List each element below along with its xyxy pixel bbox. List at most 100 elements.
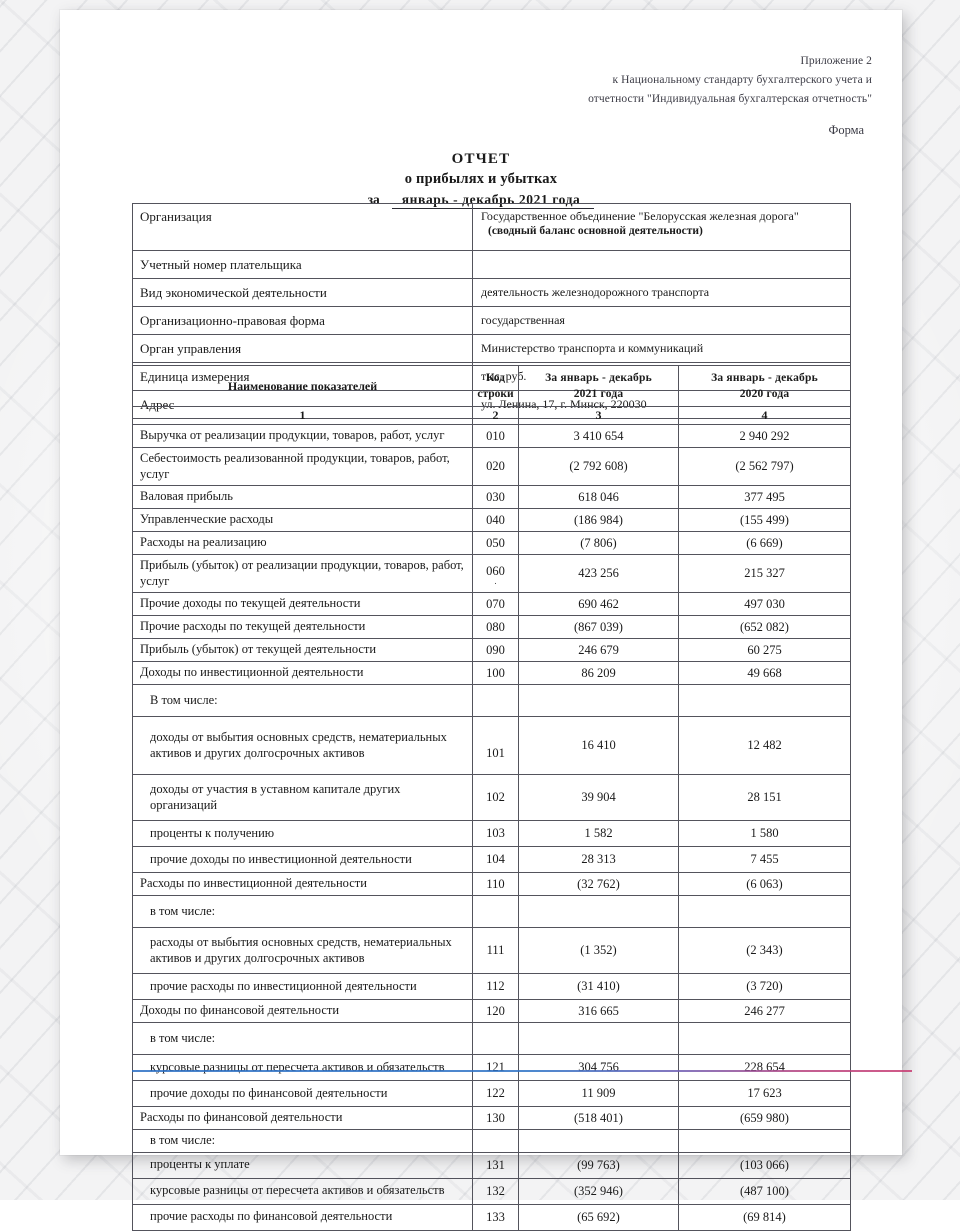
row-code: 131 — [472, 1151, 519, 1179]
row-indicator-name: Себестоимость реализованной продукции, т… — [132, 447, 473, 486]
row-value-2021: (867 039) — [518, 615, 679, 639]
table-row: Валовая прибыль 030 618 046 377 495 — [132, 485, 851, 509]
table-row: проценты к уплате 131 (99 763) (103 066) — [132, 1151, 851, 1179]
row-value-2021: (99 763) — [518, 1151, 679, 1179]
table-row: курсовые разницы от пересчета активов и … — [132, 1177, 851, 1205]
row-code: 104 — [472, 846, 519, 873]
table-row: В том числе: — [132, 684, 851, 717]
row-value-2021: (32 762) — [518, 872, 679, 896]
info-row: Учетный номер плательщика — [132, 250, 851, 279]
info-row: Орган управления Министерство транспорта … — [132, 334, 851, 363]
table-row: Доходы по инвестиционной деятельности 100… — [132, 661, 851, 685]
row-code: 080 — [472, 615, 519, 639]
row-code: 030 — [472, 485, 519, 509]
document-title-block: ОТЧЕТ о прибылях и убытках за январь - де… — [60, 150, 902, 210]
row-value-2021: 1 582 — [518, 820, 679, 847]
row-value-2020: 1 580 — [678, 820, 851, 847]
row-indicator-name: доходы от участия в уставном капитале др… — [132, 774, 473, 821]
table-row: Прибыль (убыток) от реализации продукции… — [132, 554, 851, 593]
table-row: расходы от выбытия основных средств, нем… — [132, 927, 851, 974]
header-code-line1: Код — [485, 372, 505, 384]
info-row-value: Министерство транспорта и коммуникаций — [472, 334, 851, 363]
row-code: 110 — [472, 872, 519, 896]
column-number-4: 4 — [678, 406, 851, 425]
row-value-2020: 28 151 — [678, 774, 851, 821]
stray-dot-artifact: . — [494, 576, 497, 586]
table-row: прочие расходы по инвестиционной деятель… — [132, 973, 851, 1000]
table-row: в том числе: — [132, 895, 851, 928]
info-row-value: государственная — [472, 306, 851, 335]
row-indicator-name: проценты к получению — [132, 820, 473, 847]
row-code — [472, 1129, 519, 1153]
row-indicator-name: прочие доходы по финансовой деятельности — [132, 1080, 473, 1107]
row-value-2021: 304 756 — [518, 1054, 679, 1081]
row-code: 120 — [472, 999, 519, 1023]
row-code: 101 — [472, 716, 519, 775]
row-indicator-name: Валовая прибыль — [132, 485, 473, 509]
table-header-row: Наименование показателей Код строки За я… — [132, 365, 851, 407]
row-code — [472, 895, 519, 928]
row-indicator-name: проценты к уплате — [132, 1151, 473, 1179]
row-code: 090 — [472, 638, 519, 662]
info-row-label: Учетный номер плательщика — [132, 250, 473, 279]
row-indicator-name: Доходы по финансовой деятельности — [132, 999, 473, 1023]
info-value-line-1: государственная — [481, 313, 565, 327]
table-row: прочие доходы по финансовой деятельности… — [132, 1080, 851, 1107]
row-value-2021: (352 946) — [518, 1177, 679, 1205]
header-2021-line2: 2021 года — [573, 388, 624, 400]
row-value-2020: 215 327 — [678, 554, 851, 593]
table-header: Наименование показателей Код строки За я… — [132, 365, 851, 425]
row-value-2021: (1 352) — [518, 927, 679, 974]
form-label: Форма — [828, 123, 864, 137]
row-code: 060. — [472, 554, 519, 593]
row-code: 133 — [472, 1203, 519, 1231]
row-value-2020: (2 343) — [678, 927, 851, 974]
row-value-2021 — [518, 1129, 679, 1153]
appendix-line-3: отчетности "Индивидуальная бухгалтерская… — [588, 93, 872, 105]
appendix-line-2: к Национальному стандарту бухгалтерского… — [612, 74, 872, 86]
table-row: прочие расходы по финансовой деятельност… — [132, 1203, 851, 1231]
document-page: Приложение 2 к Национальному стандарту б… — [60, 10, 912, 1231]
row-indicator-name: Выручка от реализации продукции, товаров… — [132, 424, 473, 448]
row-value-2020 — [678, 895, 851, 928]
row-value-2020: 228 654 — [678, 1054, 851, 1081]
row-value-2020: (69 814) — [678, 1203, 851, 1231]
row-value-2020 — [678, 1022, 851, 1055]
page-subtitle: о прибылях и убытках — [404, 171, 558, 187]
row-value-2021: 246 679 — [518, 638, 679, 662]
row-value-2021 — [518, 684, 679, 717]
row-code: 102 — [472, 774, 519, 821]
row-indicator-name: Доходы по инвестиционной деятельности — [132, 661, 473, 685]
column-number-1: 1 — [132, 406, 473, 425]
column-number-2: 2 — [472, 406, 519, 425]
row-code: 100 — [472, 661, 519, 685]
header-period-2020: За январь - декабрь 2020 года — [678, 365, 851, 407]
table-row: доходы от выбытия основных средств, нема… — [132, 716, 851, 775]
row-code: 070 — [472, 592, 519, 616]
table-row: Выручка от реализации продукции, товаров… — [132, 424, 851, 448]
info-row-value: деятельность железнодорожного транспорта — [472, 278, 851, 307]
table-row: прочие доходы по инвестиционной деятельн… — [132, 846, 851, 873]
row-indicator-name: прочие доходы по инвестиционной деятельн… — [132, 846, 473, 873]
row-indicator-name: в том числе: — [132, 1022, 473, 1055]
header-row-code: Код строки — [472, 365, 519, 407]
row-code: 121 — [472, 1054, 519, 1081]
row-value-2021: 28 313 — [518, 846, 679, 873]
row-value-2020: (652 082) — [678, 615, 851, 639]
row-value-2020: 12 482 — [678, 716, 851, 775]
info-row-value: Государственное объединение "Белорусская… — [472, 203, 851, 251]
row-value-2021: (2 792 608) — [518, 447, 679, 486]
row-value-2020: (487 100) — [678, 1177, 851, 1205]
table-row: Управленческие расходы 040 (186 984) (155 4… — [132, 508, 851, 532]
info-value-line-1: Государственное объединение "Белорусская… — [481, 209, 799, 223]
row-value-2021: (31 410) — [518, 973, 679, 1000]
info-row-label: Вид экономической деятельности — [132, 278, 473, 307]
row-indicator-name: Прибыль (убыток) от реализации продукции… — [132, 554, 473, 593]
table-row: Прибыль (убыток) от текущей деятельности… — [132, 638, 851, 662]
table-row: Прочие доходы по текущей деятельности 070… — [132, 592, 851, 616]
table-row: Себестоимость реализованной продукции, т… — [132, 447, 851, 486]
row-indicator-name: В том числе: — [132, 684, 473, 717]
row-value-2020 — [678, 684, 851, 717]
row-code: 103 — [472, 820, 519, 847]
row-value-2020 — [678, 1129, 851, 1153]
